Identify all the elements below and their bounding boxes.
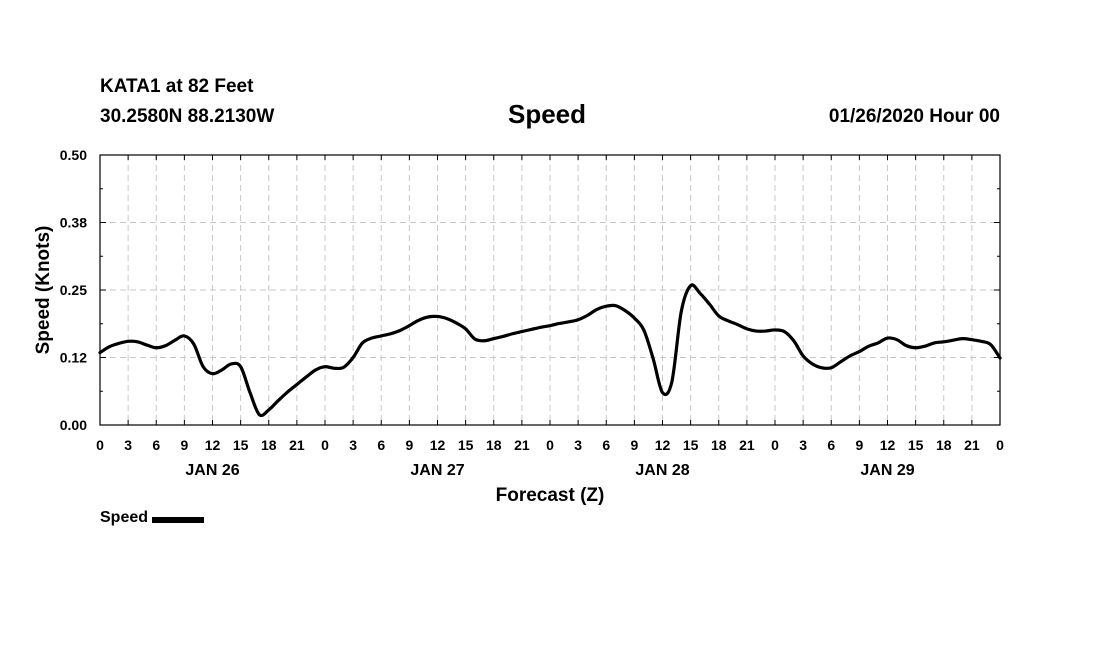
x-tick-label: 12	[880, 437, 896, 453]
x-tick-label: 0	[546, 437, 554, 453]
x-tick-label: 21	[964, 437, 980, 453]
x-tick-label: 12	[655, 437, 671, 453]
x-tick-labels: 0 3 6 9 12 15 18 21 0 3 6 9 12 15 18 21 0 3 6 9 12 15 18 21 0 3 6 9…	[96, 437, 1004, 453]
x-tick-label: 15	[683, 437, 699, 453]
x-tick-label: 18	[486, 437, 502, 453]
x-tick-label: 15	[233, 437, 249, 453]
date-label: JAN 26	[185, 462, 239, 479]
station-label: KATA1 at 82 Feet	[100, 76, 254, 97]
x-tick-label: 18	[936, 437, 952, 453]
x-tick-label: 18	[711, 437, 727, 453]
x-tick-label: 12	[430, 437, 446, 453]
x-tick-label: 6	[377, 437, 385, 453]
x-tick-label: 12	[205, 437, 221, 453]
x-tick-label: 9	[630, 437, 638, 453]
date-labels: JAN 26 JAN 27 JAN 28 JAN 29	[185, 462, 914, 479]
date-label: JAN 29	[860, 462, 914, 479]
x-tick-label: 15	[908, 437, 924, 453]
x-tick-label: 3	[349, 437, 357, 453]
forecast-run-label: 01/26/2020 Hour 00	[828, 106, 1000, 127]
y-tick-label: 0.38	[60, 215, 87, 231]
x-tick-label: 21	[739, 437, 755, 453]
x-tick-label: 6	[827, 437, 835, 453]
plot-frame	[99, 154, 1001, 426]
x-tick-label: 9	[855, 437, 863, 453]
x-tick-label: 21	[289, 437, 305, 453]
y-tick-labels: 0.00 0.12 0.25 0.38 0.50	[60, 147, 87, 433]
x-tick-label: 21	[514, 437, 530, 453]
x-tick-label: 0	[96, 437, 104, 453]
y-tick-label: 0.50	[60, 147, 87, 163]
x-tick-label: 15	[458, 437, 474, 453]
x-tick-label: 18	[261, 437, 277, 453]
y-tick-label: 0.25	[60, 282, 87, 298]
date-label: JAN 27	[410, 462, 464, 479]
legend-label: Speed	[100, 509, 149, 526]
y-tick-label: 0.00	[60, 417, 87, 433]
date-label: JAN 28	[635, 462, 689, 479]
x-tick-label: 3	[124, 437, 132, 453]
y-axis-title: Speed (Knots)	[33, 226, 54, 355]
coordinates-label: 30.2580N 88.2130W	[100, 106, 275, 127]
grid	[100, 155, 1000, 425]
x-tick-label: 9	[180, 437, 188, 453]
x-tick-label: 0	[771, 437, 779, 453]
x-tick-label: 3	[799, 437, 807, 453]
x-tick-label: 3	[574, 437, 582, 453]
series-line-speed	[98, 283, 1002, 418]
series-layer	[98, 283, 1002, 418]
x-tick-label: 0	[996, 437, 1004, 453]
x-tick-label: 6	[602, 437, 610, 453]
x-tick-label: 9	[405, 437, 413, 453]
y-tick-label: 0.12	[60, 350, 87, 366]
x-tick-label: 6	[152, 437, 160, 453]
legend-swatch	[152, 516, 205, 523]
chart-title: Speed	[508, 99, 587, 129]
x-axis-title: Forecast (Z)	[496, 485, 605, 506]
legend: Speed	[100, 509, 205, 527]
x-tick-label: 0	[321, 437, 329, 453]
